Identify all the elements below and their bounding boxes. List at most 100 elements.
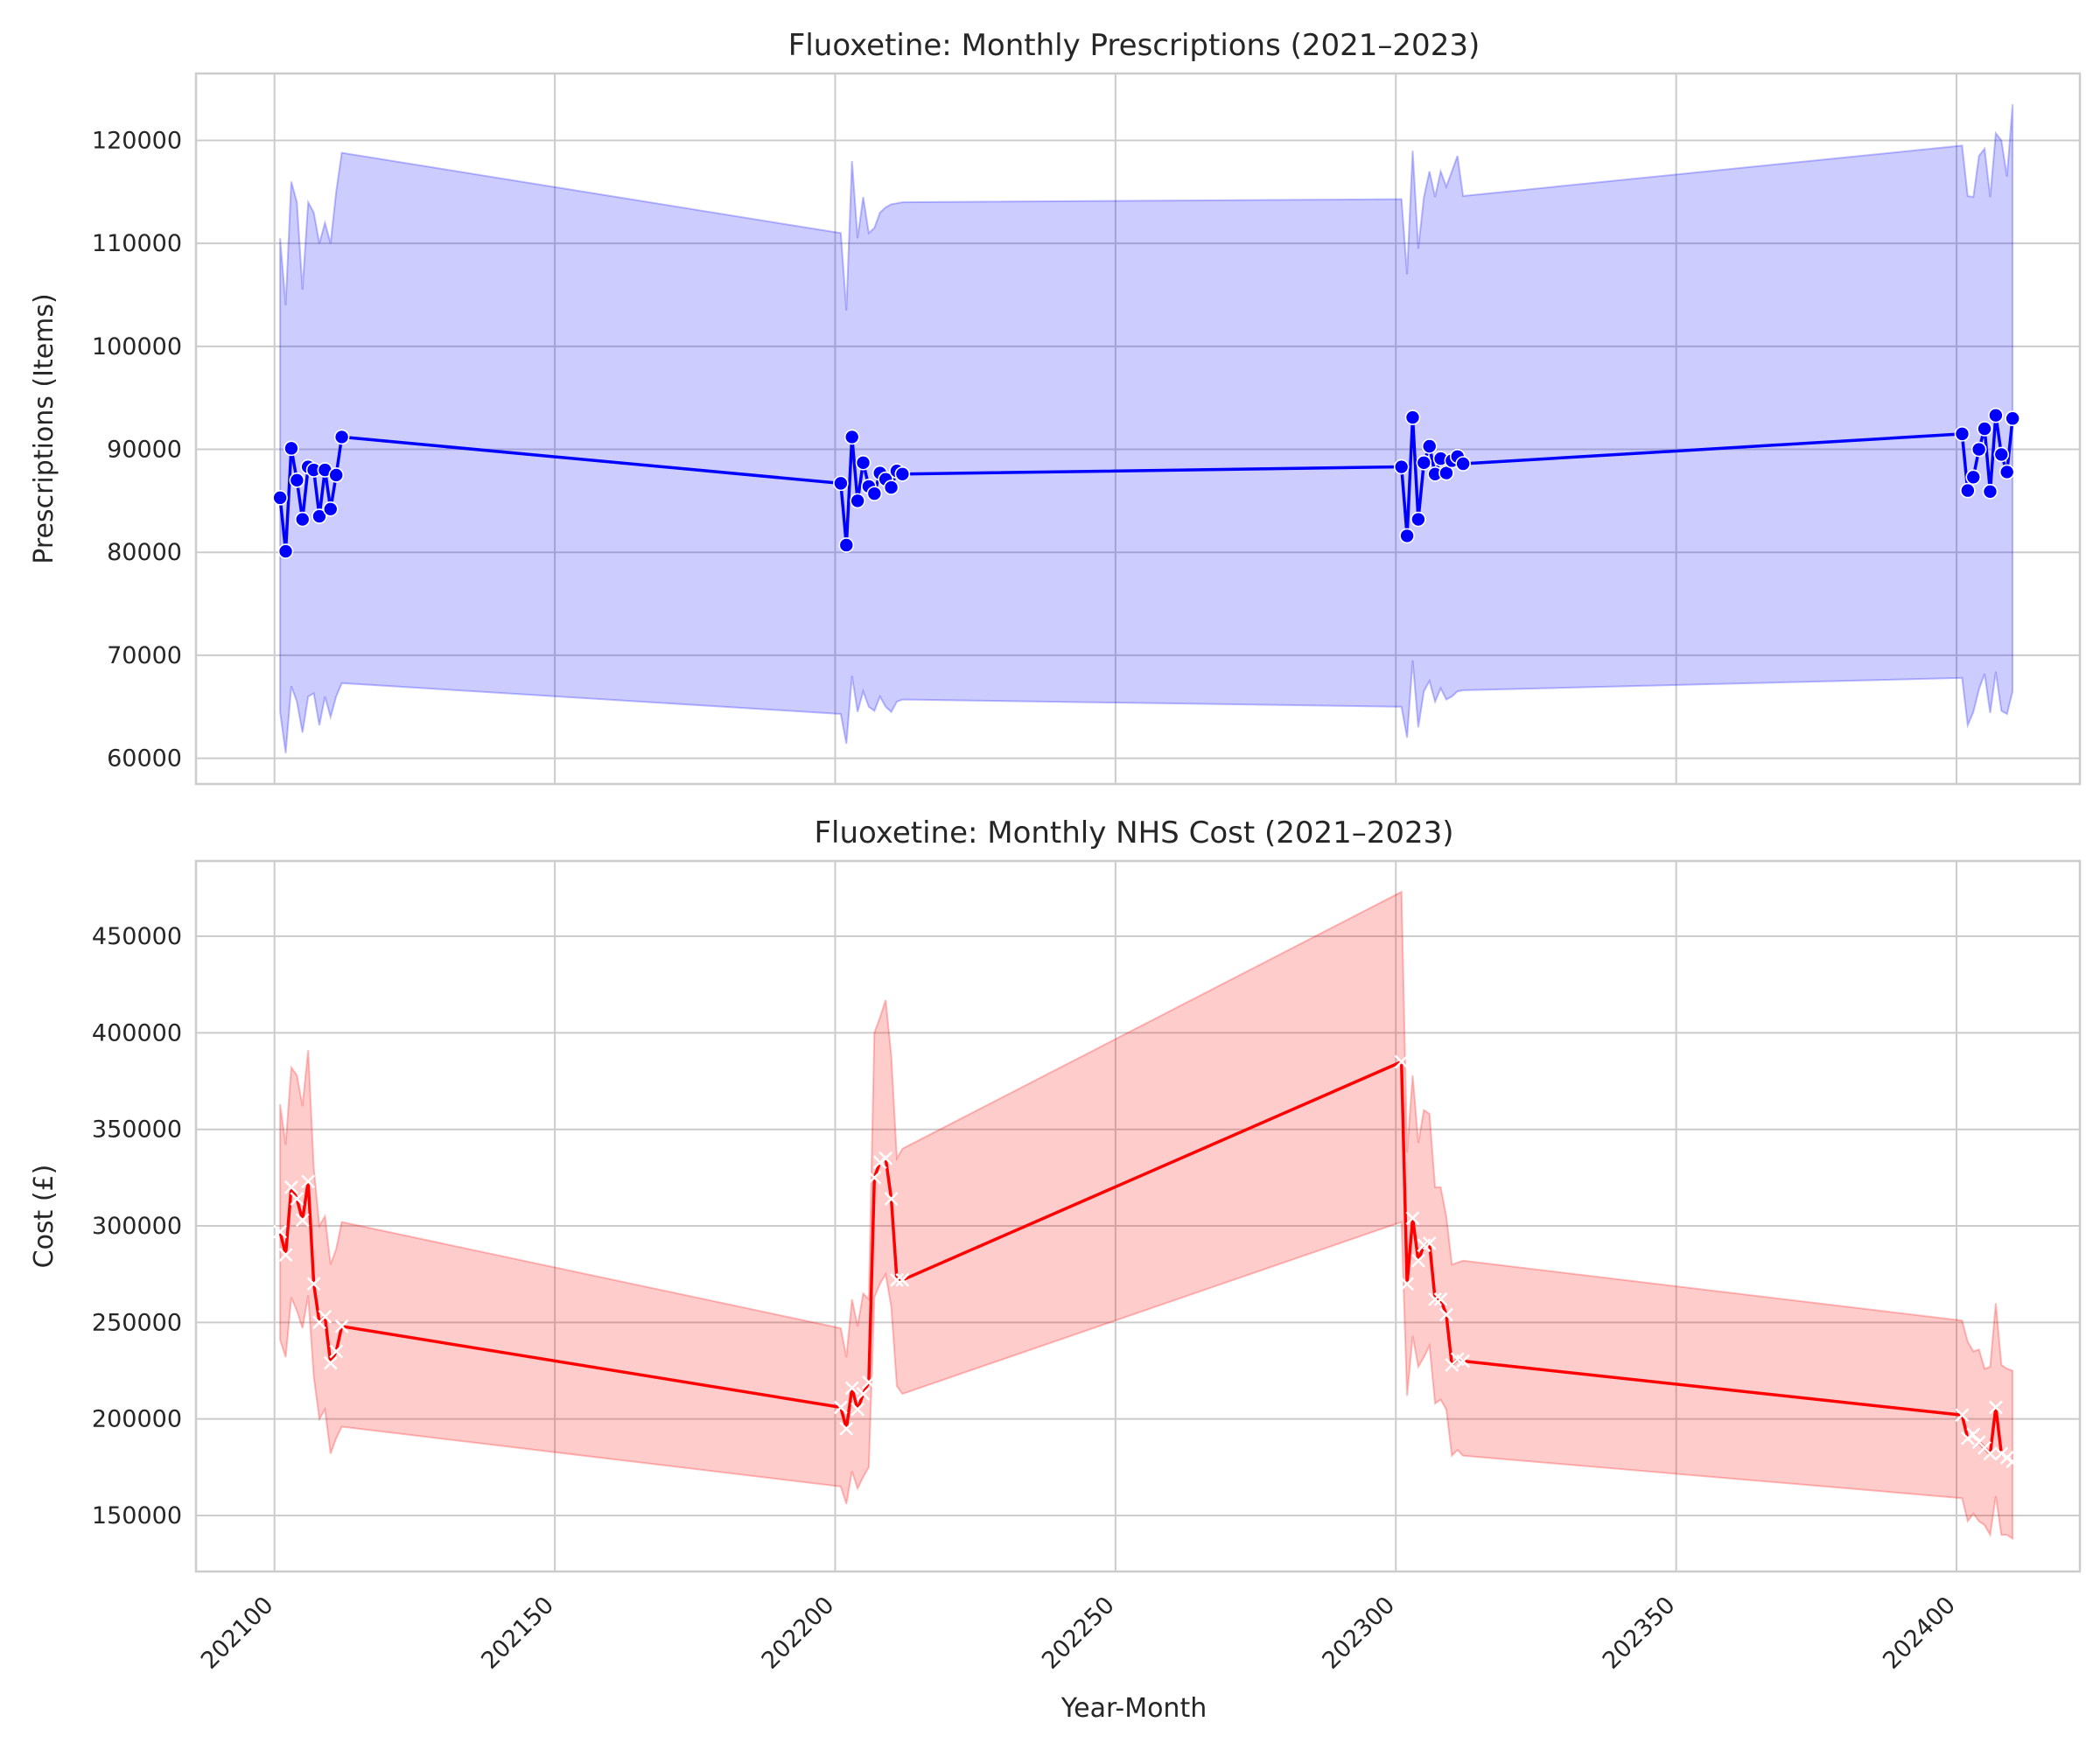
confidence-band-area <box>279 890 2014 1541</box>
data-point <box>850 493 865 509</box>
data-point <box>318 1309 332 1324</box>
data-point <box>844 429 860 445</box>
y-tick-label: 100000 <box>92 333 182 360</box>
data-point <box>1455 456 1471 472</box>
data-point <box>844 1381 859 1396</box>
data-point <box>884 1192 899 1207</box>
data-point <box>301 1174 316 1189</box>
data-point <box>1394 1054 1409 1069</box>
tick-labels: 60000 70000 80000 90000 100000 110000 120000 <box>92 127 182 772</box>
grid-lines <box>196 74 2080 784</box>
y-tick-label: 250000 <box>92 1309 182 1336</box>
data-point <box>329 1344 344 1359</box>
grid-lines <box>196 861 2080 1572</box>
y-tick-label: 450000 <box>92 923 182 950</box>
data-point <box>1983 1446 1998 1461</box>
data-point <box>289 472 305 488</box>
data-point <box>333 429 350 445</box>
y-tick-label: 350000 <box>92 1116 182 1144</box>
y-tick-label: 90000 <box>107 437 182 464</box>
data-point <box>273 1224 287 1239</box>
chart-title: Fluoxetine: Monthly NHS Cost (2021–2023) <box>814 816 1453 850</box>
data-point <box>1433 1292 1448 1306</box>
chart-prescriptions: Fluoxetine: Monthly Prescriptions (2021–… <box>29 28 2082 786</box>
data-point <box>890 1272 904 1287</box>
data-point <box>290 1192 304 1207</box>
confidence-band-area <box>279 104 2014 753</box>
data-point <box>866 486 883 501</box>
data-point <box>1411 1253 1425 1268</box>
data-point <box>1982 483 1998 500</box>
data-point <box>277 543 294 559</box>
y-tick-label: 120000 <box>92 127 182 154</box>
data-point <box>323 1355 338 1370</box>
data-point <box>328 467 344 483</box>
data-point <box>1422 1236 1437 1250</box>
data-point <box>1439 1307 1453 1322</box>
data-point <box>334 1319 349 1334</box>
data-point <box>1399 528 1415 544</box>
confidence-band <box>279 890 2014 1541</box>
data-point <box>1428 1292 1442 1306</box>
data-point <box>878 1151 893 1166</box>
data-point <box>839 1421 854 1436</box>
data-point <box>1416 455 1432 471</box>
data-point <box>1955 1408 1970 1423</box>
plot-frame <box>194 72 2082 786</box>
data-point <box>294 511 311 528</box>
data-point <box>1954 426 1970 442</box>
data-point <box>1456 1354 1471 1368</box>
data-point <box>1438 465 1454 481</box>
data-point <box>855 455 872 471</box>
data-point <box>1410 511 1426 528</box>
y-tick-label: 200000 <box>92 1406 182 1433</box>
y-tick-label: 80000 <box>107 539 182 566</box>
data-point <box>284 1180 298 1194</box>
data-point <box>1970 441 1987 458</box>
data-point <box>312 508 327 524</box>
data-point <box>1988 1400 2003 1415</box>
y-tick-label: 110000 <box>92 230 182 257</box>
data-point <box>867 1170 882 1185</box>
data-point <box>1988 407 2004 424</box>
y-tick-label: 150000 <box>92 1502 182 1530</box>
data-point <box>1960 482 1976 499</box>
data-point <box>2005 410 2020 427</box>
y-tick-label: 60000 <box>107 746 182 773</box>
data-point <box>272 490 288 506</box>
data-point <box>1993 446 2010 463</box>
y-tick-label: 400000 <box>92 1019 182 1046</box>
data-point <box>322 500 339 517</box>
data-point <box>833 475 849 492</box>
data-point <box>1404 410 1421 425</box>
series-markers <box>273 1054 2020 1469</box>
y-tick-label: 70000 <box>107 642 182 669</box>
plot-frame <box>194 859 2082 1573</box>
data-point <box>284 440 299 457</box>
confidence-band <box>279 104 2014 753</box>
series-markers <box>272 407 2020 559</box>
data-point <box>1400 1277 1414 1292</box>
data-point <box>1966 1427 1981 1442</box>
data-point <box>850 1402 864 1417</box>
data-point <box>278 1248 293 1263</box>
x-axis-label: Year-Month <box>1060 1693 1207 1724</box>
data-point <box>306 1277 321 1292</box>
data-point <box>1998 464 2015 480</box>
y-tick-label: 300000 <box>92 1213 182 1240</box>
chart-title: Fluoxetine: Monthly Prescriptions (2021–… <box>788 28 1480 63</box>
data-point <box>883 480 900 495</box>
data-point <box>295 1213 310 1228</box>
y-axis-label: Cost (£) <box>29 1165 60 1269</box>
data-point <box>1393 458 1410 475</box>
y-axis-label: Prescriptions (Items) <box>29 293 60 564</box>
data-point <box>2006 1454 2020 1469</box>
data-point <box>895 1272 910 1287</box>
data-point <box>834 1400 848 1415</box>
data-point <box>1421 438 1438 454</box>
data-point <box>1965 469 1982 486</box>
data-point <box>856 1387 871 1401</box>
data-point <box>838 537 855 553</box>
